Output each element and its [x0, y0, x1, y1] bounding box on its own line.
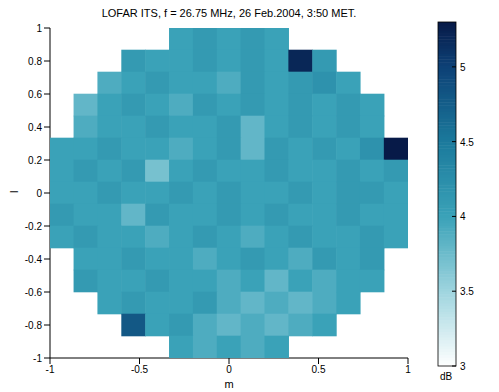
- svg-text:-0.4: -0.4: [25, 254, 43, 265]
- svg-text:-0.6: -0.6: [25, 287, 43, 298]
- svg-text:0.6: 0.6: [28, 89, 42, 100]
- svg-text:0.5: 0.5: [312, 364, 326, 375]
- html-text:LOFAR ITS, f = 26.75 MHz, 26 F: LOFAR ITS, f = 26.75 MHz, 26 Feb.2004, 3…: [101, 7, 357, 19]
- svg-text:dB: dB: [440, 371, 453, 382]
- svg-text:0: 0: [226, 364, 232, 375]
- svg-text:4.5: 4.5: [460, 137, 474, 148]
- svg-text:1: 1: [36, 23, 42, 34]
- svg-text:1: 1: [405, 364, 411, 375]
- svg-text:3.5: 3.5: [460, 286, 474, 297]
- svg-text:0.8: 0.8: [28, 56, 42, 67]
- svg-text:-1: -1: [33, 353, 42, 364]
- svg-text:4: 4: [460, 211, 466, 222]
- svg-text:0.4: 0.4: [28, 122, 42, 133]
- svg-text:0.2: 0.2: [28, 155, 42, 166]
- svg-text:l: l: [8, 191, 20, 193]
- svg-text:-0.2: -0.2: [25, 221, 43, 232]
- svg-text:3: 3: [460, 361, 466, 372]
- svg-text:-0.5: -0.5: [131, 364, 149, 375]
- svg-text:-1: -1: [46, 364, 55, 375]
- svg-text:m: m: [224, 378, 233, 390]
- svg-text:5: 5: [460, 62, 466, 73]
- svg-text:-0.8: -0.8: [25, 320, 43, 331]
- svg-text:0: 0: [36, 188, 42, 199]
